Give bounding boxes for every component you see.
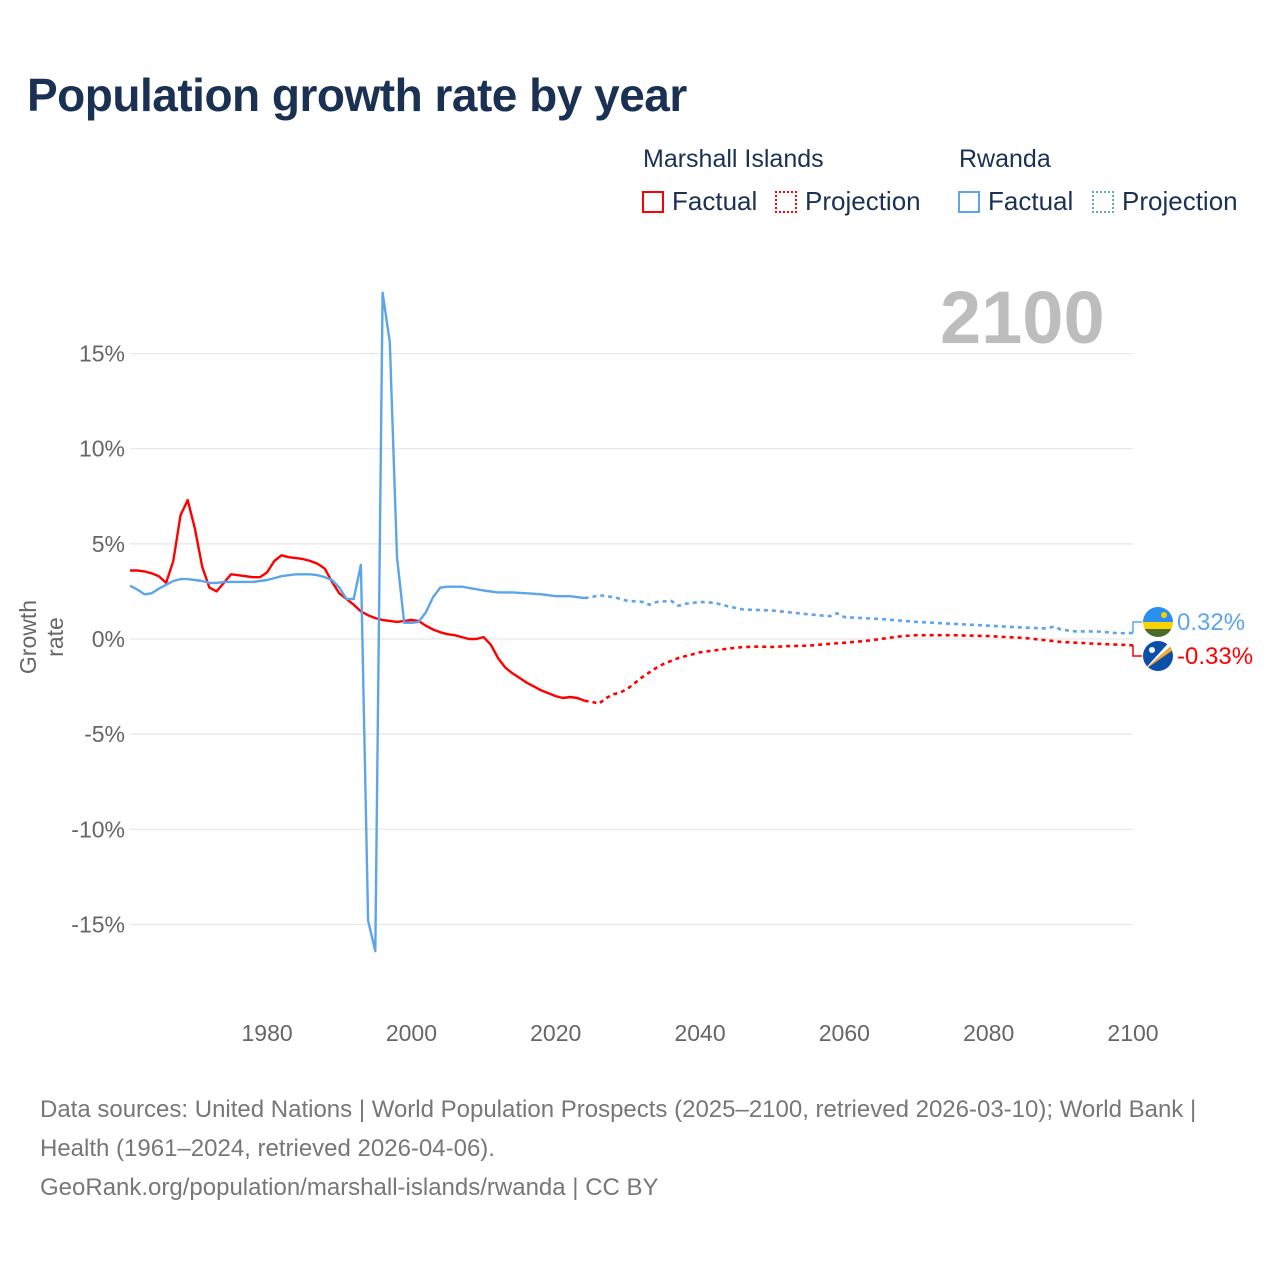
legend-swatch-dotted	[775, 191, 797, 213]
y-tick-label: -15%	[71, 911, 125, 937]
flag-green	[1143, 629, 1173, 637]
current-year-label: 2100	[940, 276, 1105, 359]
legend-rw-factual[interactable]: Factual	[958, 186, 1073, 217]
flag-body	[1143, 607, 1173, 637]
legend-label: Factual	[672, 186, 758, 216]
legend-label: Projection	[1122, 186, 1238, 216]
flag-star	[1149, 647, 1155, 653]
y-tick-label: -10%	[71, 816, 125, 842]
marshall-islands-flag-icon	[1143, 641, 1173, 671]
y-tick-label: 10%	[79, 436, 125, 462]
legend-swatch-solid	[642, 191, 664, 213]
flag-blue	[1143, 607, 1173, 622]
legend-group-rwanda: Rwanda	[959, 145, 1051, 173]
end-label-rwanda: 0.32%	[1177, 609, 1245, 636]
chart-title: Population growth rate by year	[27, 69, 687, 121]
flag-sun	[1161, 612, 1167, 618]
y-tick-label: -5%	[84, 721, 125, 747]
legend-group-marshall-islands: Marshall Islands	[643, 145, 824, 173]
footer: Data sources: United Nations | World Pop…	[40, 1090, 1240, 1207]
line-rwanda-projection	[584, 593, 1134, 635]
flag-body	[1143, 641, 1173, 671]
legend-swatch-dotted	[1092, 191, 1114, 213]
x-tick-label: 2080	[963, 1020, 1014, 1046]
flag-white	[1143, 641, 1173, 671]
x-tick-label: 2040	[674, 1020, 725, 1046]
legend-mh-factual[interactable]: Factual	[642, 186, 757, 217]
line-marshall-islands-factual	[130, 498, 586, 702]
legend-swatch-solid	[958, 191, 980, 213]
y-tick-label: 0%	[92, 626, 125, 652]
x-tick-label: 2100	[1107, 1020, 1158, 1046]
legend-mh-projection[interactable]: Projection	[775, 186, 921, 217]
y-tick-label: 5%	[92, 531, 125, 557]
flag-yellow	[1143, 622, 1173, 629]
x-tick-label: 2020	[530, 1020, 581, 1046]
legend-label: Projection	[805, 186, 921, 216]
x-tick-label: 2000	[386, 1020, 437, 1046]
end-label-marshall-islands: -0.33%	[1177, 643, 1253, 670]
line-rwanda-factual	[129, 291, 585, 953]
legend-label: Factual	[988, 186, 1074, 216]
data-sources: Data sources: United Nations | World Pop…	[40, 1096, 1197, 1162]
rwanda-flag-icon	[1143, 607, 1173, 637]
leader-line	[1132, 645, 1142, 657]
source-link[interactable]: GeoRank.org/population/marshall-islands/…	[40, 1174, 659, 1201]
line-marshall-islands-projection	[584, 633, 1134, 706]
x-tick-label: 1980	[242, 1020, 293, 1046]
leader-line	[1132, 621, 1142, 633]
y-tick-label: 15%	[79, 341, 125, 367]
x-tick-label: 2060	[819, 1020, 870, 1046]
legend-rw-projection[interactable]: Projection	[1092, 186, 1238, 217]
